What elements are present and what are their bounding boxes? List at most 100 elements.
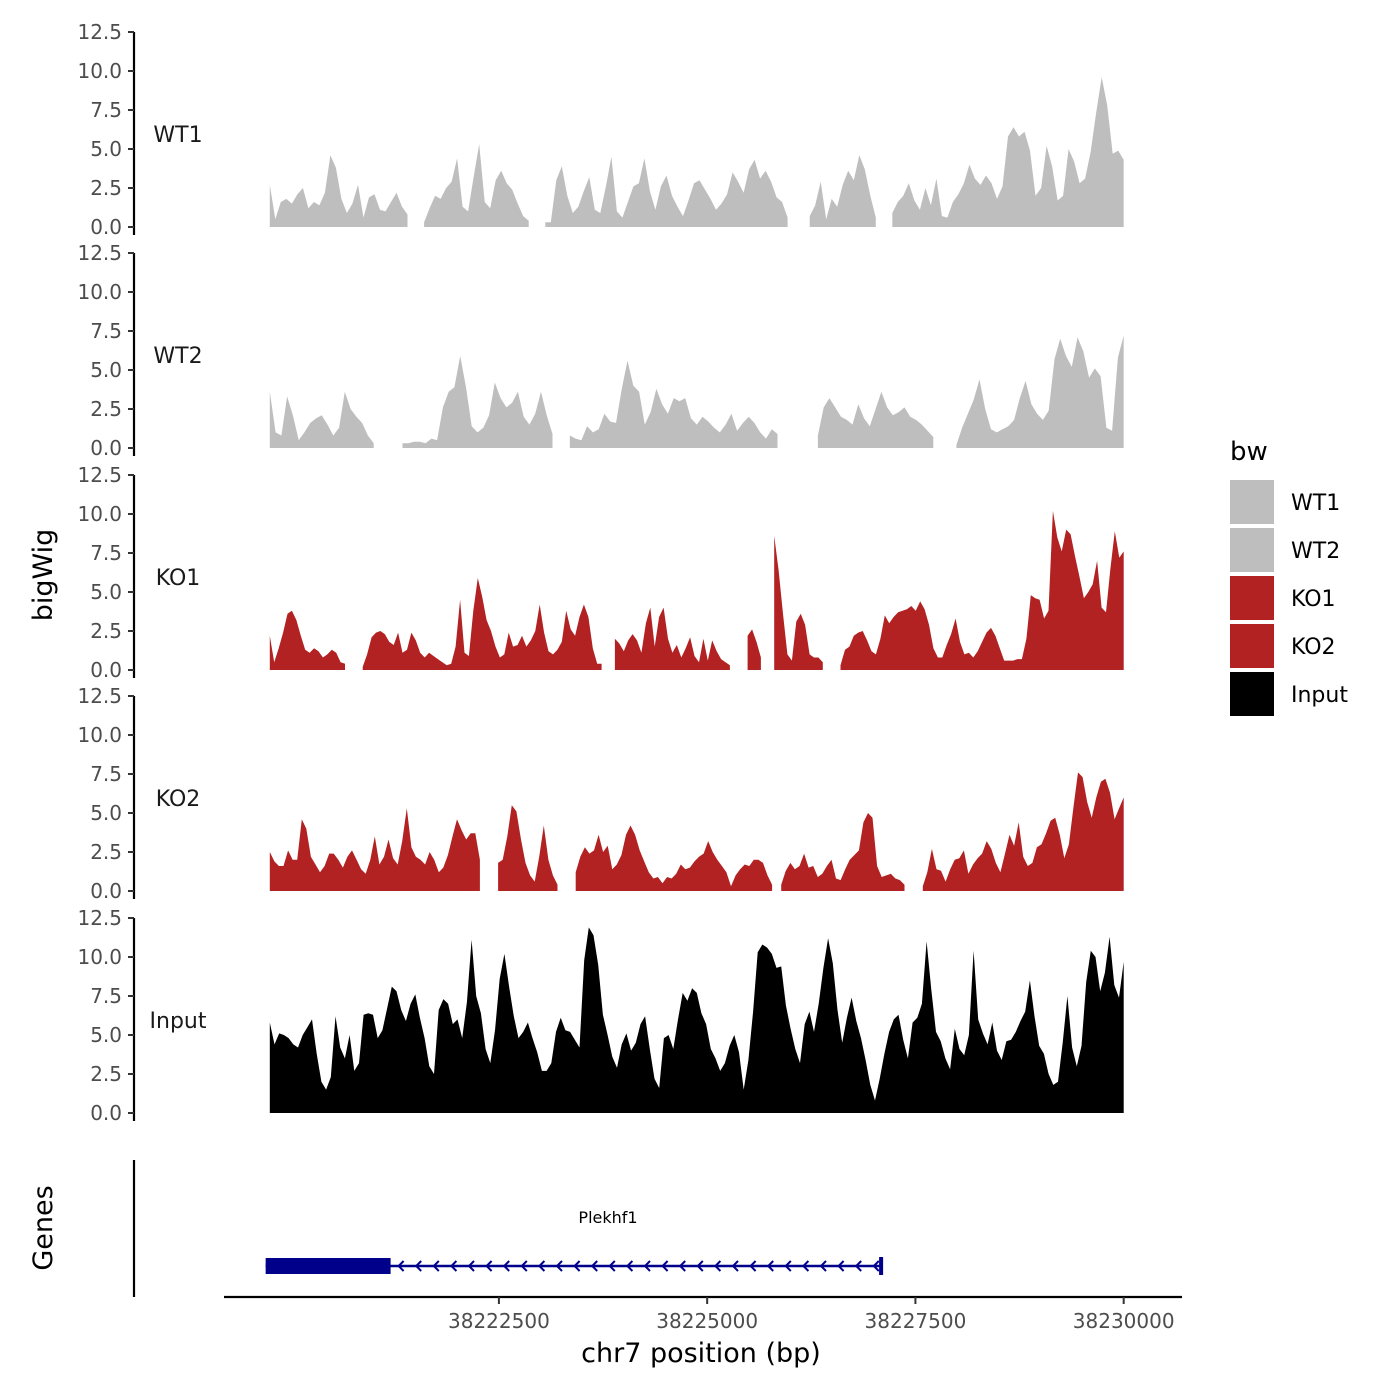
coverage-area-wt1 — [809, 155, 876, 227]
track-wt1: 0.0 2.5 5.0 7.5 10.0 12.5 WT1 — [77, 20, 1124, 239]
legend-swatch-wt1 — [1230, 480, 1274, 524]
gene-track: Plekhf1 — [132, 1160, 884, 1297]
coverage-area-ko1 — [774, 535, 823, 670]
y-tick-label-input: 0.0 — [90, 1101, 122, 1125]
y-tick-label-input: 2.5 — [90, 1062, 122, 1086]
y-tick-label-ko2: 10.0 — [77, 723, 122, 747]
y-tick-label-input: 10.0 — [77, 945, 122, 969]
legend-swatch-wt2 — [1230, 528, 1274, 572]
coverage-area-ko1 — [747, 629, 761, 670]
track-label-ko1: KO1 — [156, 566, 201, 591]
strand-chevron — [643, 1260, 651, 1272]
legend: bw WT1 WT2 KO1 KO2 Input — [1230, 437, 1348, 716]
strand-chevron — [749, 1260, 757, 1272]
y-tick-label-ko2: 5.0 — [90, 801, 122, 825]
coverage-area-wt2 — [402, 356, 553, 448]
y-tick-label-input: 7.5 — [90, 984, 122, 1008]
coverage-area-wt1 — [269, 155, 408, 227]
track-wt2: 0.0 2.5 5.0 7.5 10.0 12.5 WT2 — [77, 241, 1124, 460]
strand-chevron — [801, 1260, 810, 1272]
legend-label-wt2: WT2 — [1291, 539, 1340, 564]
x-axis-title: chr7 position (bp) — [581, 1338, 821, 1369]
y-tick-label-wt2: 7.5 — [90, 319, 122, 343]
coverage-area-wt2 — [956, 335, 1124, 448]
y-tick-label-ko1: 5.0 — [90, 580, 122, 604]
strand-chevron — [432, 1260, 440, 1272]
strand-chevron — [784, 1260, 792, 1272]
x-tick-label: 38227500 — [865, 1309, 967, 1333]
strand-chevron — [537, 1260, 546, 1272]
coverage-area-ko1 — [269, 610, 345, 670]
y-tick-label-wt2: 0.0 — [90, 436, 122, 460]
strand-chevron — [731, 1260, 739, 1272]
coverage-area-wt1 — [424, 144, 529, 227]
track-input: 0.0 2.5 5.0 7.5 10.0 12.5 Input — [77, 906, 1124, 1125]
track-label-ko2: KO2 — [156, 787, 201, 812]
x-tick-label: 38222500 — [448, 1309, 550, 1333]
strand-chevron — [485, 1260, 493, 1272]
y-axis-title: bigWig — [28, 529, 59, 622]
coverage-area-wt2 — [269, 391, 374, 448]
strand-chevron — [397, 1260, 405, 1272]
strand-chevron — [414, 1260, 422, 1272]
strand-chevron — [555, 1260, 563, 1272]
coverage-area-wt2 — [569, 360, 778, 448]
strand-chevron — [819, 1260, 827, 1272]
y-tick-label-ko2: 12.5 — [77, 684, 122, 708]
coverage-area-ko1 — [362, 578, 602, 670]
coverage-area-input — [269, 927, 1124, 1113]
y-tick-label-wt2: 10.0 — [77, 280, 122, 304]
y-tick-label-wt1: 12.5 — [77, 20, 122, 44]
legend-label-ko1: KO1 — [1291, 587, 1336, 612]
coverage-area-ko1 — [840, 510, 1124, 670]
coverage-area-wt1 — [892, 77, 1124, 227]
y-tick-label-input: 12.5 — [77, 906, 122, 930]
coverage-area-ko1 — [614, 607, 730, 670]
strand-chevron — [573, 1260, 581, 1272]
coverage-area-ko2 — [269, 808, 480, 891]
y-tick-label-ko1: 12.5 — [77, 463, 122, 487]
strand-chevron — [449, 1260, 458, 1272]
y-tick-label-ko1: 10.0 — [77, 502, 122, 526]
legend-swatch-ko2 — [1230, 624, 1274, 668]
y-tick-label-ko1: 0.0 — [90, 658, 122, 682]
strand-chevron — [502, 1260, 510, 1272]
y-tick-label-input: 5.0 — [90, 1023, 122, 1047]
strand-chevron — [590, 1260, 598, 1272]
genes-axis-title: Genes — [28, 1185, 59, 1270]
x-tick-label: 38230000 — [1073, 1309, 1175, 1333]
gene-exon-block — [265, 1258, 391, 1274]
strand-chevron — [696, 1260, 704, 1272]
strand-chevron — [872, 1260, 880, 1272]
coverage-area-ko2 — [498, 805, 558, 891]
track-ko2: 0.0 2.5 5.0 7.5 10.0 12.5 KO2 — [77, 684, 1124, 903]
strand-chevron — [766, 1260, 774, 1272]
track-label-input: Input — [150, 1009, 207, 1034]
coverage-area-wt1 — [545, 156, 788, 227]
tracks-layer: 0.0 2.5 5.0 7.5 10.0 12.5 WT1 0.0 2.5 5.0 7.5 10.0 1… — [77, 20, 1124, 1125]
strand-chevron — [678, 1260, 686, 1272]
gene-name-label: Plekhf1 — [578, 1208, 637, 1227]
y-tick-label-ko2: 7.5 — [90, 762, 122, 786]
y-tick-label-wt2: 2.5 — [90, 397, 122, 421]
strand-chevron — [625, 1260, 634, 1272]
legend-label-input: Input — [1291, 683, 1348, 708]
strand-chevron — [520, 1260, 528, 1272]
y-tick-label-wt1: 5.0 — [90, 137, 122, 161]
y-tick-label-wt1: 2.5 — [90, 176, 122, 200]
coverage-area-ko2 — [781, 813, 905, 891]
y-tick-label-wt1: 7.5 — [90, 98, 122, 122]
coverage-area-ko2 — [922, 772, 1124, 891]
legend-swatch-input — [1230, 672, 1274, 716]
x-tick-label: 38225000 — [656, 1309, 758, 1333]
y-tick-label-ko2: 2.5 — [90, 840, 122, 864]
strand-chevron — [467, 1260, 475, 1272]
strand-chevron — [854, 1260, 862, 1272]
y-tick-label-ko1: 2.5 — [90, 619, 122, 643]
y-tick-label-ko1: 7.5 — [90, 541, 122, 565]
legend-label-ko2: KO2 — [1291, 635, 1336, 660]
strand-chevron — [661, 1260, 669, 1272]
y-tick-label-wt2: 12.5 — [77, 241, 122, 265]
coverage-area-ko2 — [575, 825, 773, 891]
